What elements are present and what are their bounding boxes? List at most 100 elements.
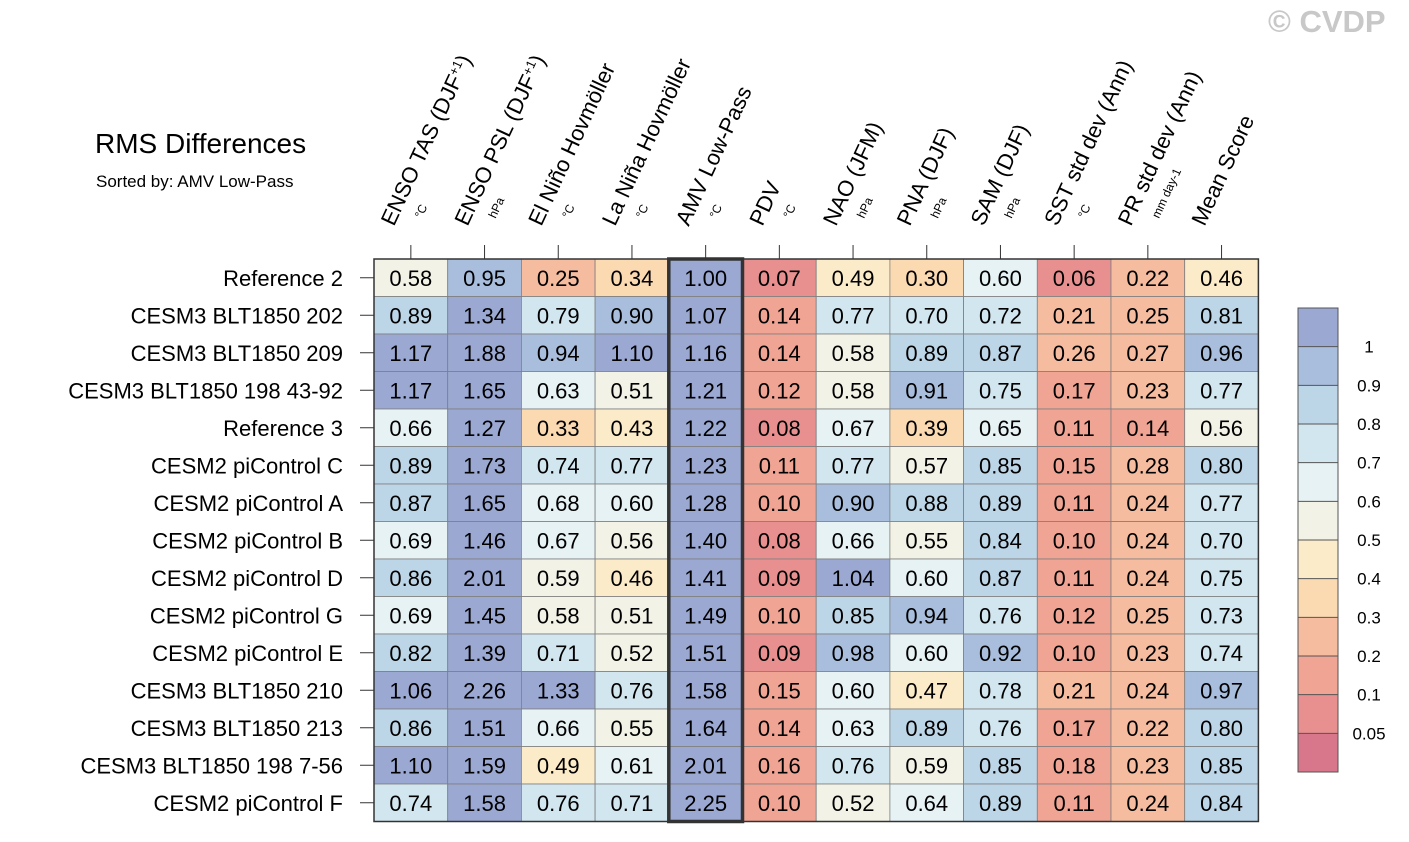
- row-label: CESM3 BLT1850 198 7-56: [80, 753, 343, 778]
- heatmap-cell: [447, 708, 522, 747]
- colorbar-label: 0.9: [1357, 376, 1381, 395]
- cell-value: 0.14: [758, 716, 801, 741]
- cell-value: 0.46: [1200, 266, 1243, 291]
- colorbar-label: 0.2: [1357, 647, 1381, 666]
- heatmap-cell: [668, 446, 743, 485]
- cell-value: 1.17: [389, 341, 432, 366]
- cell-value: 0.14: [1126, 416, 1169, 441]
- column-unit: hPa: [854, 195, 876, 221]
- cell-value: 1.23: [684, 453, 727, 478]
- cell-value: 0.43: [611, 416, 654, 441]
- colorbar-segment: [1298, 540, 1338, 579]
- cell-value: 0.80: [1200, 453, 1243, 478]
- heatmap-cell: [521, 371, 596, 410]
- heatmap-cell: [963, 446, 1038, 485]
- cell-value: 0.76: [979, 716, 1022, 741]
- heatmap-cell: [742, 333, 817, 372]
- cell-value: 0.74: [389, 791, 432, 816]
- heatmap-cell: [373, 446, 449, 485]
- cell-value: 0.51: [611, 378, 654, 403]
- heatmap-cell: [815, 371, 891, 410]
- cell-value: 0.07: [758, 266, 801, 291]
- cell-value: 0.28: [1126, 453, 1169, 478]
- heatmap-cell: [742, 296, 817, 335]
- column-unit: °C: [633, 202, 652, 220]
- colorbar-segment: [1298, 346, 1338, 386]
- cell-value: 1.34: [463, 303, 506, 328]
- heatmap-cell: [1110, 746, 1186, 785]
- heatmap-cell: [742, 483, 817, 522]
- cell-value: 0.34: [611, 266, 654, 291]
- heatmap-cell: [963, 633, 1038, 672]
- cell-value: 0.56: [611, 528, 654, 553]
- heatmap-cell: [373, 558, 449, 597]
- cell-value: 0.56: [1200, 416, 1243, 441]
- heatmap-cell: [668, 296, 743, 335]
- cell-value: 1.51: [684, 641, 727, 666]
- column-unit: hPa: [486, 195, 508, 221]
- cell-value: 0.25: [1126, 603, 1169, 628]
- heatmap-cell: [521, 333, 596, 372]
- cell-value: 0.24: [1126, 491, 1169, 516]
- heatmap-cell: [1184, 408, 1259, 447]
- cell-value: 0.76: [979, 603, 1022, 628]
- heatmap-cell: [889, 633, 965, 672]
- cell-value: 1.88: [463, 341, 506, 366]
- colorbar-label: 0.6: [1357, 492, 1381, 511]
- cell-value: 1.16: [684, 341, 727, 366]
- heatmap-cell: [889, 596, 965, 635]
- heatmap-cell: [963, 596, 1038, 635]
- cell-value: 0.74: [1200, 641, 1243, 666]
- cell-value: 0.24: [1126, 791, 1169, 816]
- heatmap-cell: [1036, 408, 1112, 447]
- cell-value: 0.82: [389, 641, 432, 666]
- column-label: SAM (DJF): [965, 120, 1034, 229]
- cell-value: 0.90: [832, 491, 875, 516]
- cell-value: 0.60: [905, 566, 948, 591]
- cell-value: 1.10: [611, 341, 654, 366]
- cell-value: 0.10: [1053, 641, 1096, 666]
- cell-value: 0.21: [1053, 303, 1096, 328]
- cell-value: 0.39: [905, 416, 948, 441]
- cell-value: 1.65: [463, 491, 506, 516]
- heatmap-cell: [815, 596, 891, 635]
- heatmap-cell: [1110, 708, 1186, 747]
- cell-value: 0.51: [611, 603, 654, 628]
- row-label: CESM2 piControl C: [151, 453, 343, 478]
- cell-value: 0.11: [1054, 791, 1095, 816]
- heatmap-cell: [963, 708, 1038, 747]
- colorbar-label: 0.05: [1352, 724, 1385, 743]
- heatmap-cell: [963, 783, 1038, 822]
- cell-value: 0.76: [537, 791, 580, 816]
- heatmap-cell: [963, 671, 1038, 710]
- heatmap-cell: [889, 521, 965, 560]
- cell-value: 0.94: [905, 603, 948, 628]
- cell-value: 0.60: [979, 266, 1022, 291]
- cell-value: 2.25: [684, 791, 727, 816]
- heatmap-cell: [889, 746, 965, 785]
- cell-value: 0.77: [832, 453, 875, 478]
- heatmap-cell: [521, 708, 596, 747]
- heatmap-cell: [447, 596, 522, 635]
- heatmap-cell: [742, 596, 817, 635]
- cell-value: 0.57: [905, 453, 948, 478]
- cell-value: 0.59: [537, 566, 580, 591]
- cell-value: 1.28: [684, 491, 727, 516]
- colorbar-segment: [1298, 578, 1338, 618]
- heatmap-cell: [1036, 783, 1112, 822]
- heatmap-cell: [1184, 558, 1259, 597]
- column-unit: °C: [707, 202, 726, 220]
- cell-value: 0.59: [905, 753, 948, 778]
- row-label: CESM3 BLT1850 209: [131, 341, 343, 366]
- cell-value: 0.66: [832, 528, 875, 553]
- cell-value: 0.70: [905, 303, 948, 328]
- cell-value: 1.59: [463, 753, 506, 778]
- row-label: CESM2 piControl D: [151, 566, 343, 591]
- heatmap-cell: [373, 296, 449, 335]
- cell-value: 0.66: [389, 416, 432, 441]
- heatmap-cell: [521, 746, 596, 785]
- colorbar-label: 0.8: [1357, 415, 1381, 434]
- cell-value: 1.10: [389, 753, 432, 778]
- heatmap-cell: [1110, 596, 1186, 635]
- cell-value: 0.77: [832, 303, 875, 328]
